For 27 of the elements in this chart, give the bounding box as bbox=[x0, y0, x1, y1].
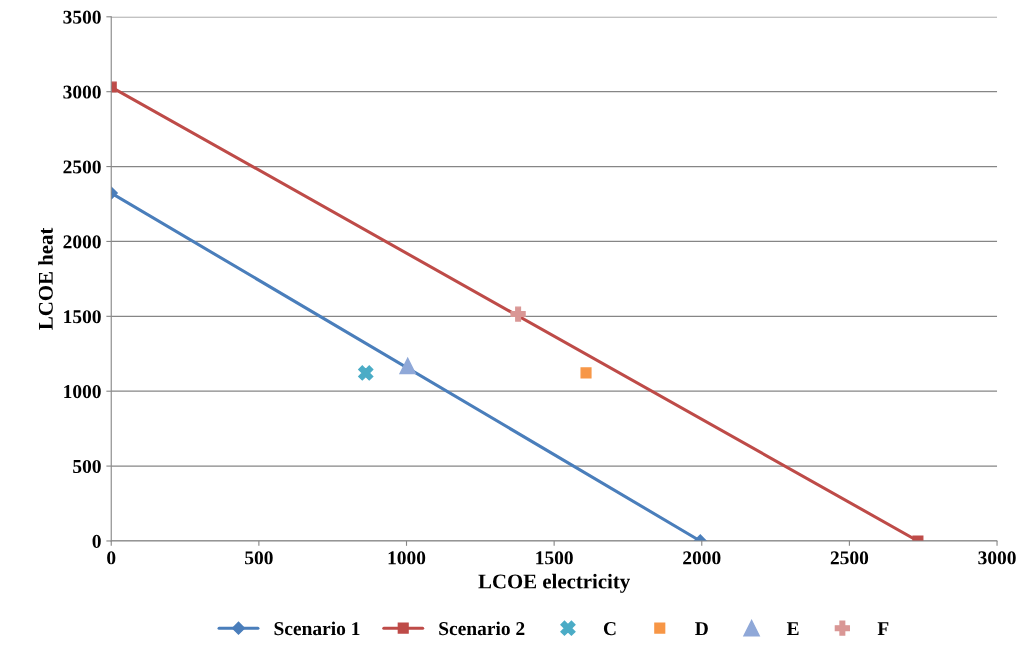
y-tick-label: 500 bbox=[73, 459, 101, 474]
x-tick-label: 0 bbox=[107, 551, 116, 565]
x-tick-label: 1000 bbox=[388, 551, 426, 565]
x-axis-title: LCOE electricity bbox=[478, 573, 631, 593]
y-tick-label: 2000 bbox=[63, 235, 101, 249]
point bbox=[358, 365, 374, 381]
y-tick-label: 1000 bbox=[64, 385, 101, 399]
legend-label: Scenario 1 bbox=[274, 621, 360, 636]
x-tick-label: 3000 bbox=[978, 551, 1016, 565]
x-tick-label: 2000 bbox=[683, 551, 721, 565]
legend-label: D bbox=[695, 622, 708, 636]
y-tick-label: 3000 bbox=[63, 85, 101, 99]
y-tick-label: 0 bbox=[92, 534, 101, 548]
y-tick-label: 2500 bbox=[63, 160, 101, 174]
y-axis-title: LCOE heat bbox=[38, 227, 53, 330]
legend-label: E bbox=[786, 622, 799, 635]
x-tick-label: 1500 bbox=[536, 551, 573, 565]
y-tick-label: 3500 bbox=[63, 10, 101, 24]
point bbox=[580, 367, 592, 379]
point bbox=[399, 357, 417, 375]
legend-label: F bbox=[877, 622, 889, 635]
legend-label: Scenario 2 bbox=[439, 621, 525, 636]
x-tick-label: 500 bbox=[245, 551, 273, 565]
point bbox=[510, 306, 526, 322]
y-tick-label: 1500 bbox=[64, 310, 101, 324]
x-tick-label: 2500 bbox=[830, 551, 869, 565]
legend-label: C bbox=[603, 622, 616, 636]
